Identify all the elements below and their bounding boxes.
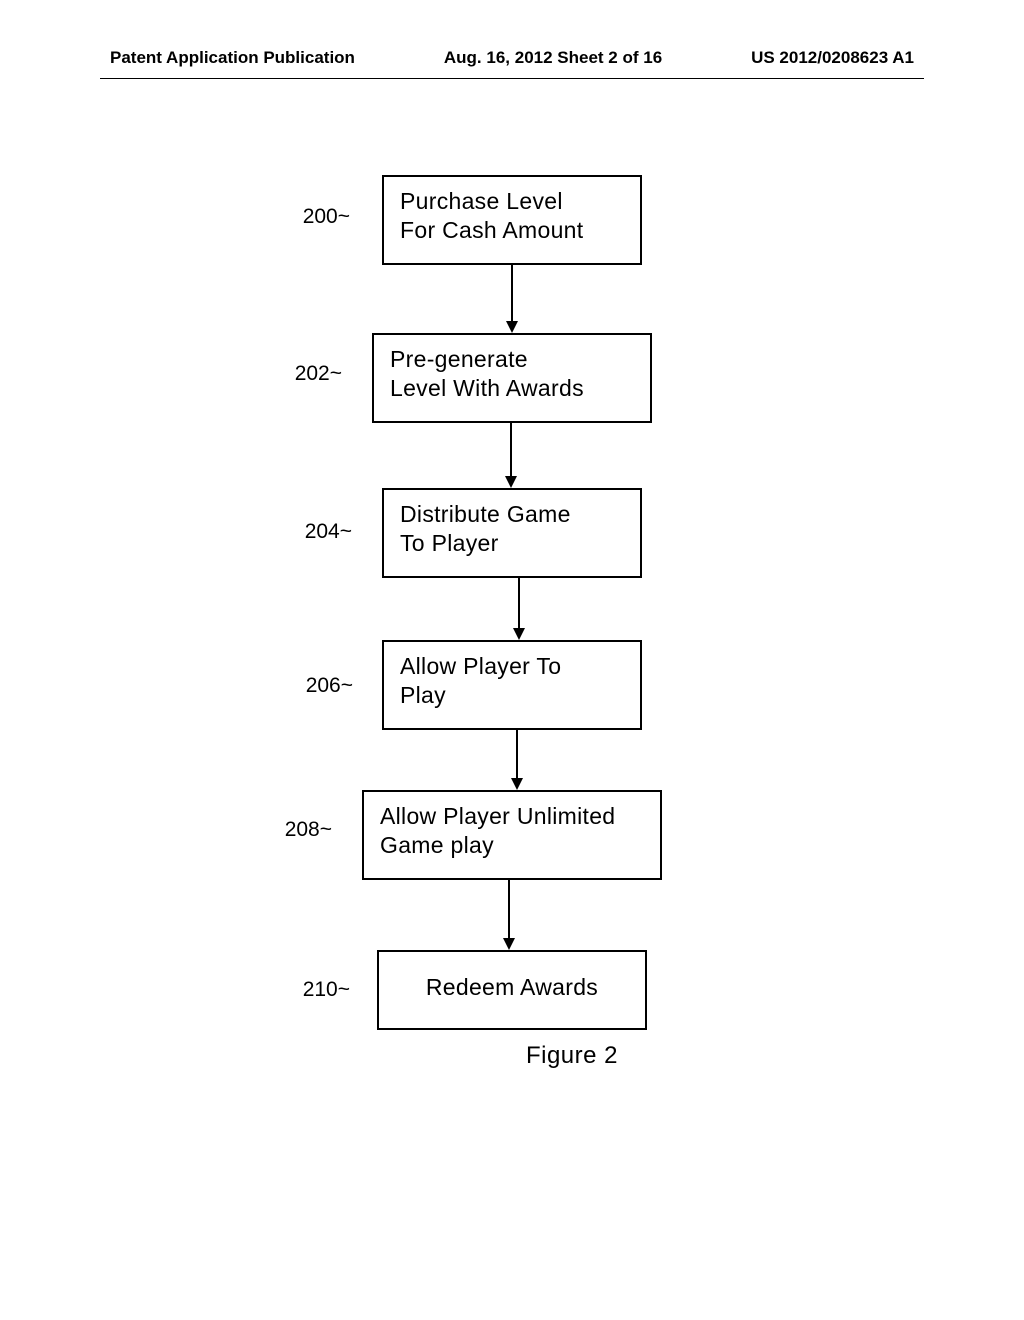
flow-box-200: Purchase Level For Cash Amount bbox=[382, 175, 642, 265]
header-left: Patent Application Publication bbox=[110, 48, 355, 68]
flow-box-206-line1: Allow Player To bbox=[400, 652, 624, 681]
flow-node-202: Pre-generate Level With Awards bbox=[0, 333, 1024, 423]
page-header: Patent Application Publication Aug. 16, … bbox=[0, 48, 1024, 68]
flow-node-208: Allow Player Unlimited Game play bbox=[0, 790, 1024, 880]
flow-box-208-line1: Allow Player Unlimited bbox=[380, 802, 644, 831]
flow-box-210-line1: Redeem Awards bbox=[426, 973, 598, 1002]
arrow-down-icon bbox=[501, 423, 521, 488]
flow-label-208: 208~ bbox=[252, 818, 332, 842]
arrow-down-icon bbox=[509, 578, 529, 640]
flow-node-204: Distribute Game To Player bbox=[0, 488, 1024, 578]
header-right: US 2012/0208623 A1 bbox=[751, 48, 914, 68]
flow-box-208: Allow Player Unlimited Game play bbox=[362, 790, 662, 880]
figure-caption: Figure 2 bbox=[0, 1042, 1024, 1070]
flow-arrow-200 bbox=[0, 265, 1024, 333]
flow-arrow-206 bbox=[0, 730, 1024, 790]
flow-node-200: Purchase Level For Cash Amount bbox=[0, 175, 1024, 265]
flow-label-206: 206~ bbox=[273, 674, 353, 698]
flow-label-202: 202~ bbox=[262, 362, 342, 386]
flow-label-200: 200~ bbox=[270, 205, 350, 229]
flow-arrow-202 bbox=[0, 423, 1024, 488]
header-rule bbox=[100, 78, 924, 79]
flow-arrow-204 bbox=[0, 578, 1024, 640]
flow-node-206: Allow Player To Play bbox=[0, 640, 1024, 730]
flow-box-202: Pre-generate Level With Awards bbox=[372, 333, 652, 423]
flow-box-206: Allow Player To Play bbox=[382, 640, 642, 730]
flow-box-202-line2: Level With Awards bbox=[390, 374, 634, 403]
flow-box-202-line1: Pre-generate bbox=[390, 345, 634, 374]
flow-box-204-line1: Distribute Game bbox=[400, 500, 624, 529]
flow-node-210: Redeem Awards bbox=[0, 950, 1024, 1030]
flow-box-200-line1: Purchase Level bbox=[400, 187, 624, 216]
flow-arrow-208 bbox=[0, 880, 1024, 950]
arrow-down-icon bbox=[502, 265, 522, 333]
flow-box-208-line2: Game play bbox=[380, 831, 644, 860]
arrow-down-icon bbox=[507, 730, 527, 790]
flow-box-200-line2: For Cash Amount bbox=[400, 216, 624, 245]
flow-label-204: 204~ bbox=[272, 520, 352, 544]
flow-label-210: 210~ bbox=[270, 978, 350, 1002]
flow-box-206-line2: Play bbox=[400, 681, 624, 710]
arrow-down-icon bbox=[499, 880, 519, 950]
flow-box-210: Redeem Awards bbox=[377, 950, 647, 1030]
flow-box-204-line2: To Player bbox=[400, 529, 624, 558]
header-center: Aug. 16, 2012 Sheet 2 of 16 bbox=[444, 48, 662, 68]
flow-box-204: Distribute Game To Player bbox=[382, 488, 642, 578]
